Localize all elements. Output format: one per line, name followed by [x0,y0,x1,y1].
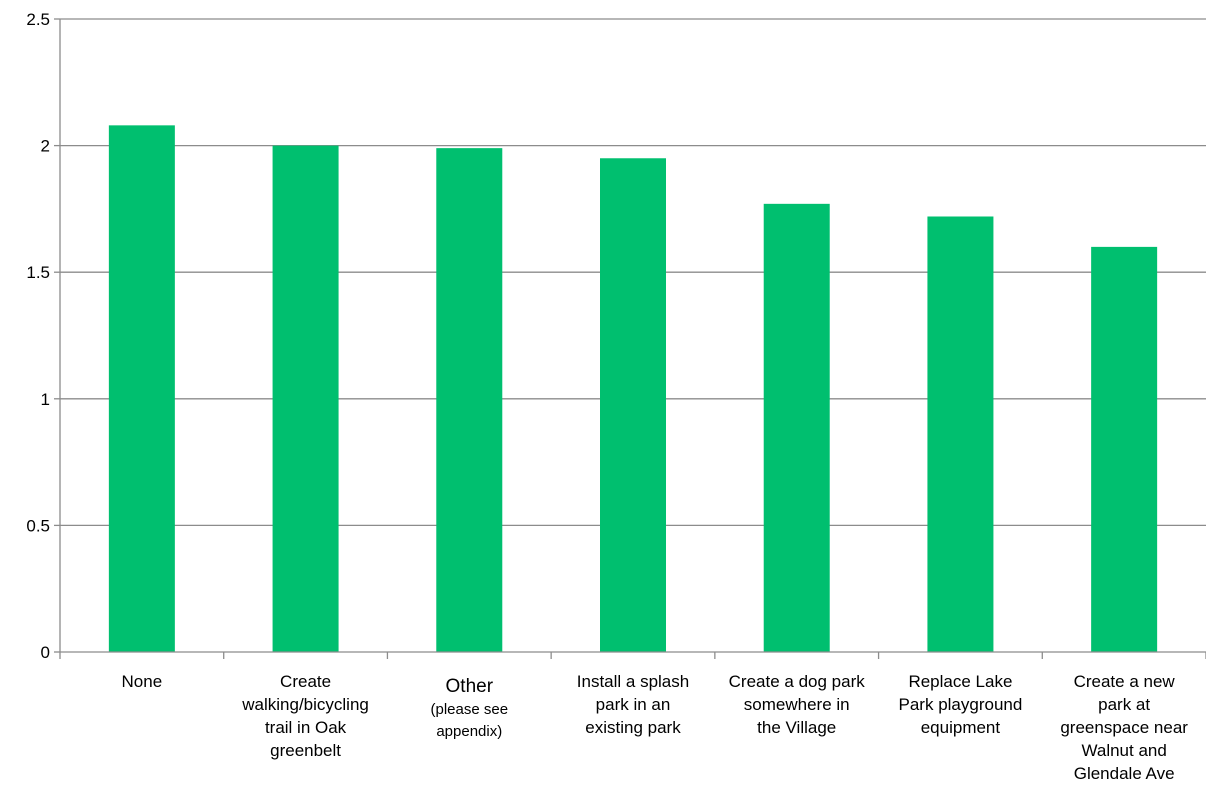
x-category-label: existing park [585,718,681,737]
y-tick-label: 0.5 [26,516,50,535]
x-category-label: Create a dog park [729,672,866,691]
x-category-label: trail in Oak [265,718,347,737]
bar [108,125,175,653]
x-category-label: park in an [596,695,671,714]
x-category-label: appendix) [436,723,502,740]
bar [1091,246,1158,652]
bar [600,158,666,652]
y-tick-label: 1 [41,390,50,409]
x-category-label: greenspace near [1060,718,1188,737]
x-category-label: Other [446,676,494,697]
axes [54,18,1206,659]
x-category-label: park at [1098,695,1150,714]
x-category-label: the Village [757,718,836,737]
y-tick-label: 1.5 [26,263,50,282]
y-tick-labels: 0 0.5 1 1.5 2 2.5 [26,10,50,662]
y-tick-label: 2.5 [26,10,50,29]
x-category-label: equipment [921,718,1001,737]
bar [763,203,830,652]
x-category-label: Install a splash [577,672,689,691]
x-category-label: walking/bicycling [241,695,369,714]
y-tick-label: 0 [41,643,50,662]
x-category-label: (please see [431,701,509,718]
x-category-label: Glendale Ave [1074,764,1175,783]
x-category-label: Walnut and [1081,741,1166,760]
x-category-label: Create [280,672,331,691]
y-tick-label: 2 [41,137,50,156]
bar [927,216,994,652]
x-category-label: greenbelt [270,741,341,760]
x-category-label: somewhere in [744,695,850,714]
x-category-label: Replace Lake [908,672,1012,691]
bar [436,148,503,652]
x-category-label: None [122,672,163,691]
x-category-labels: None Create walking/bicycling trail in Oak g… [122,672,1189,783]
bars [108,125,1158,653]
x-category-label: Park playground [899,695,1023,714]
bar [272,145,339,652]
x-category-label: Create a new [1074,672,1176,691]
